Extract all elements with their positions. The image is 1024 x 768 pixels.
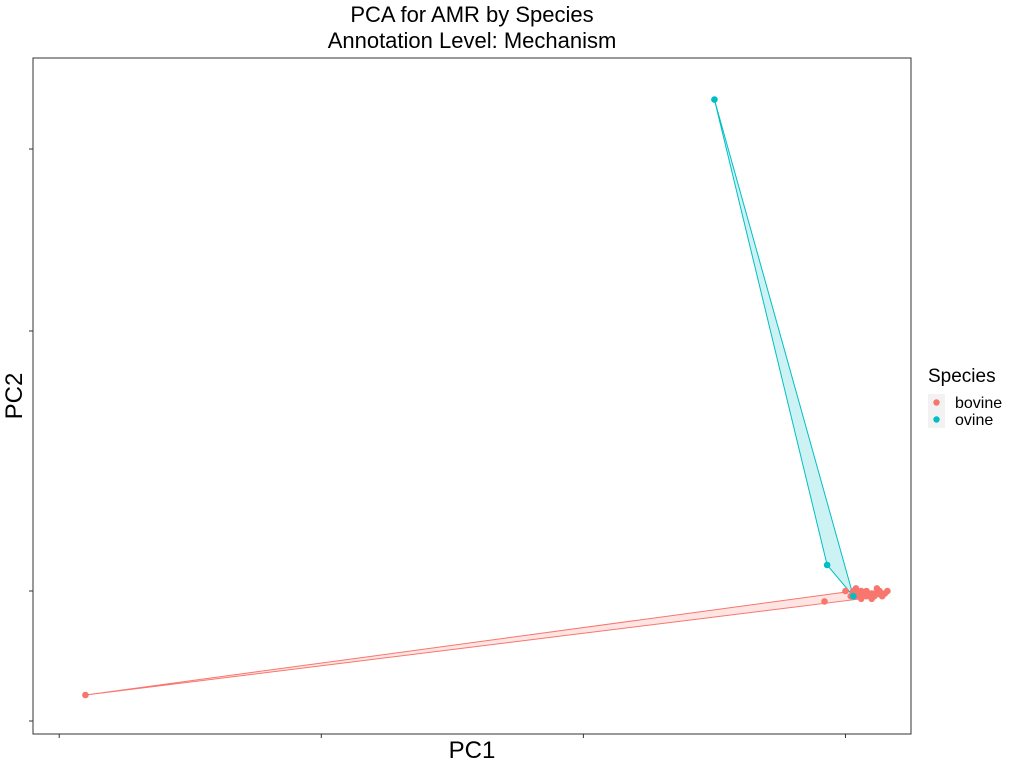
point-layer <box>82 96 891 699</box>
legend-key-ovine <box>933 416 940 423</box>
point-bovine-18 <box>852 585 860 592</box>
legend-label-bovine: bovine <box>955 395 1002 412</box>
chart-title: PCA for AMR by Species <box>350 2 593 27</box>
plot-panel <box>32 57 912 735</box>
point-bovine-19 <box>857 587 865 595</box>
hull-ovine <box>713 99 854 597</box>
y-axis-title: PC2 <box>1 373 28 420</box>
point-bovine-21 <box>868 590 875 597</box>
point-bovine-0 <box>82 691 89 699</box>
legend: Species bovine ovine <box>928 366 1002 429</box>
point-bovine-16 <box>884 587 891 595</box>
legend-label-ovine: ovine <box>955 412 993 429</box>
x-axis-title: PC1 <box>449 737 496 764</box>
axis-ticks <box>29 148 846 738</box>
point-bovine-2 <box>842 587 849 595</box>
chart-subtitle: Annotation Level: Mechanism <box>328 28 617 53</box>
point-ovine-0 <box>711 96 718 103</box>
legend-title: Species <box>928 366 996 387</box>
point-ovine-2 <box>850 592 857 600</box>
point-bovine-22 <box>873 585 881 592</box>
point-bovine-1 <box>821 598 828 605</box>
point-bovine-20 <box>863 587 870 595</box>
point-bovine-6 <box>857 595 865 603</box>
legend-key-bovine <box>933 399 940 406</box>
point-ovine-1 <box>823 561 831 569</box>
